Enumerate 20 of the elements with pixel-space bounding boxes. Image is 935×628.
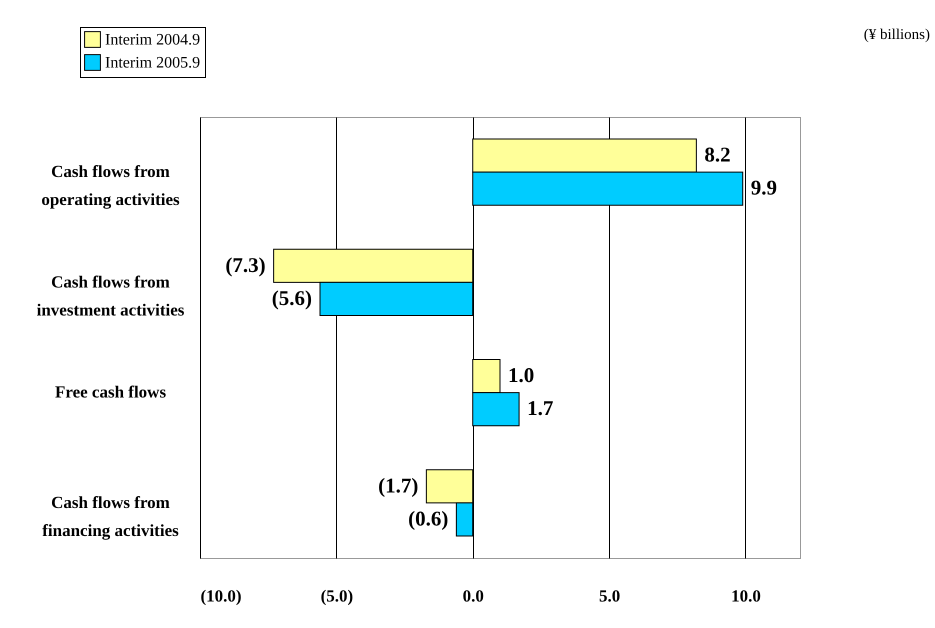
data-label: 8.2 <box>704 142 731 167</box>
legend-label: Interim 2004.9 <box>105 32 200 48</box>
data-label: 1.7 <box>527 396 554 420</box>
y-tick-label: Free cash flows <box>54 382 166 402</box>
x-tick-label: 0.0 <box>462 586 484 606</box>
data-label: 1.0 <box>508 363 534 388</box>
y-tick-label: Cash flows from financing activities <box>42 492 180 540</box>
x-tick-label: (10.0) <box>200 586 242 606</box>
data-label: (5.6) <box>272 286 312 310</box>
data-label: (1.7) <box>378 473 418 498</box>
x-tick-label: 10.0 <box>731 586 761 606</box>
data-label: (0.6) <box>408 506 448 530</box>
y-tick-label: Cash flows from operating activities <box>41 162 180 210</box>
x-tick-label: (5.0) <box>320 586 354 606</box>
legend-label: Interim 2005.9 <box>105 54 200 72</box>
data-label: 9.9 <box>750 176 777 200</box>
y-tick-label: Cash flows from investment activities <box>36 272 185 320</box>
text: (¥ billions) <box>864 27 930 43</box>
data-label: (7.3) <box>225 252 266 277</box>
x-tick-label: 5.0 <box>598 586 620 606</box>
